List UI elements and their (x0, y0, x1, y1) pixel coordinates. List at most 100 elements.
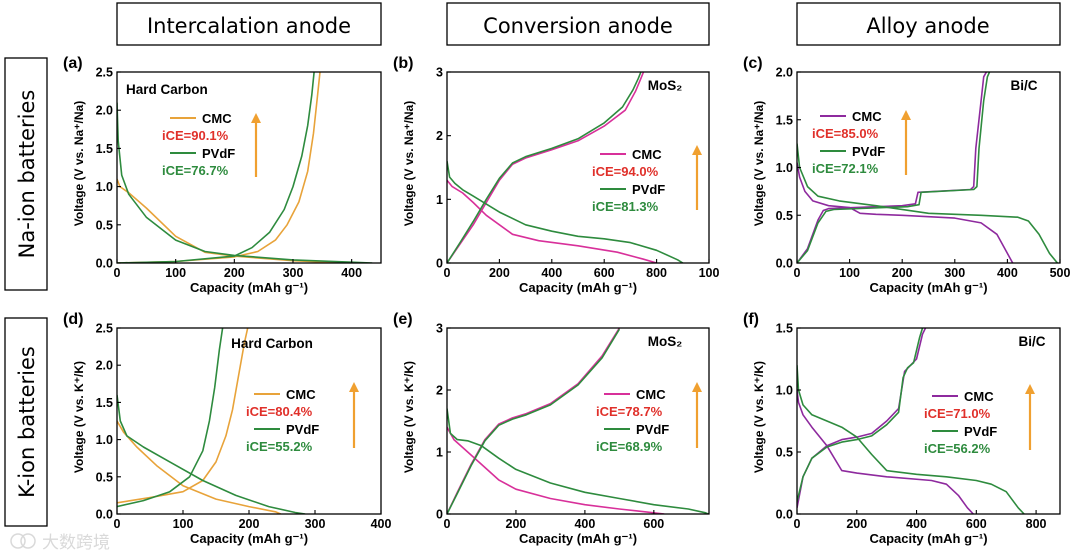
plot-frame (446, 327, 710, 515)
row-header-k-ion: K-ion batteries (4, 317, 48, 527)
y-tick-label: 2 (436, 129, 443, 143)
x-tick-label: 200 (239, 517, 260, 531)
legend-pvdf-ice: iCE=56.2% (924, 441, 991, 456)
panel-label: (d) (63, 311, 83, 328)
series-pvdf-discharge (797, 365, 1025, 514)
x-tick-label: 800 (646, 266, 667, 280)
panel-c: 0 100 200 300 400 500 0.0 0.5 1.0 1.5 2.0 Capacity … (743, 55, 1070, 295)
y-tick-label: 1.5 (776, 322, 793, 336)
legend-cmc-label: CMC (852, 109, 882, 124)
x-tick-label: 400 (574, 517, 595, 531)
x-tick-label: 200 (846, 517, 867, 531)
x-tick-label: 0 (114, 517, 121, 531)
x-tick-label: 400 (341, 266, 362, 280)
y-tick-label: 0 (436, 257, 443, 271)
x-axis-label: Capacity (mAh g⁻¹) (869, 531, 987, 546)
watermark: 大数跨境 (10, 533, 110, 552)
column-header-alloy: Alloy anode (796, 2, 1061, 46)
x-tick-label: 300 (305, 517, 326, 531)
legend-pvdf-ice: iCE=55.2% (246, 439, 313, 454)
legend-pvdf-label: PVdF (202, 146, 235, 161)
column-header-intercalation: Intercalation anode (116, 2, 382, 46)
legend-cmc-ice: iCE=94.0% (592, 164, 659, 179)
series-pvdf-discharge (117, 102, 373, 263)
legend-pvdf-label: PVdF (286, 422, 319, 437)
material-label: MoS₂ (648, 334, 683, 349)
series-cmc-charge (797, 328, 927, 508)
x-tick-label: 0 (444, 517, 451, 531)
x-tick-label: 200 (489, 266, 510, 280)
y-tick-label: 3 (436, 66, 443, 80)
improvement-arrow-icon (349, 382, 359, 448)
legend-cmc-ice: iCE=90.1% (162, 128, 229, 143)
y-tick-label: 0.0 (776, 257, 793, 271)
x-tick-label: 600 (594, 266, 615, 280)
y-axis-label: Voltage (V vs. K⁺/K) (402, 361, 416, 473)
x-tick-label: 600 (966, 517, 987, 531)
plot-frame (446, 71, 710, 264)
improvement-arrow-icon (692, 145, 702, 210)
watermark-logo-icon (10, 533, 26, 549)
material-label: Bi/C (1019, 334, 1046, 349)
y-tick-label: 2.5 (96, 66, 113, 80)
x-tick-label: 100 (699, 266, 720, 280)
row-header-na-ion: Na-ion batteries (4, 57, 48, 291)
series-cmc-charge (797, 72, 988, 263)
legend-cmc-label: CMC (202, 111, 232, 126)
series-pvdf-charge (117, 72, 315, 263)
x-tick-label: 0 (794, 266, 801, 280)
x-axis-label: Capacity (mAh g⁻¹) (519, 531, 637, 546)
y-tick-label: 1.5 (96, 142, 113, 156)
series-cmc-charge (447, 72, 645, 263)
x-tick-label: 400 (997, 266, 1018, 280)
x-tick-label: 0 (114, 266, 121, 280)
series-pvdf-charge (447, 72, 642, 263)
svg-text:Intercalation anode: Intercalation anode (147, 14, 351, 38)
series-cmc-discharge (797, 389, 974, 514)
y-tick-label: 2.0 (96, 359, 113, 373)
y-tick-label: 0.0 (96, 508, 113, 522)
legend-cmc-ice: iCE=78.7% (596, 404, 663, 419)
x-axis-label: Capacity (mAh g⁻¹) (869, 280, 987, 295)
svg-text:Alloy anode: Alloy anode (866, 14, 989, 38)
y-tick-label: 0.5 (96, 470, 113, 484)
x-tick-label: 500 (1050, 266, 1071, 280)
legend-cmc-ice: iCE=85.0% (812, 126, 879, 141)
series-pvdf-charge (797, 72, 991, 263)
y-tick-label: 1.0 (96, 180, 113, 194)
series-cmc-discharge (797, 162, 1014, 263)
legend: CMC iCE=80.4% PVdF iCE=55.2% (246, 387, 319, 454)
legend: CMC iCE=85.0% PVdF iCE=72.1% (812, 109, 885, 176)
y-axis-label: Voltage (V vs. K⁺/K) (752, 361, 766, 473)
panel-f: 0 200 400 600 800 0.0 0.5 1.0 1.5 Capacity (mAh g… (743, 311, 1061, 546)
y-tick-label: 0.5 (96, 218, 113, 232)
y-tick-label: 0.5 (776, 446, 793, 460)
y-axis-label: Voltage (V vs. Na⁺/Na) (72, 101, 86, 226)
column-header-conversion: Conversion anode (446, 2, 710, 46)
y-tick-label: 1.5 (776, 113, 793, 127)
series-cmc-charge (117, 328, 249, 504)
svg-text:Na-ion batteries: Na-ion batteries (15, 90, 39, 259)
y-tick-label: 2.0 (96, 104, 113, 118)
panel-label: (b) (393, 55, 413, 72)
y-tick-label: 1.5 (96, 396, 113, 410)
legend: CMC iCE=94.0% PVdF iCE=81.3% (592, 147, 665, 214)
x-tick-label: 400 (371, 517, 392, 531)
y-tick-label: 3 (436, 322, 443, 336)
improvement-arrow-icon (251, 113, 261, 177)
legend-cmc-ice: iCE=71.0% (924, 406, 991, 421)
x-tick-label: 400 (906, 517, 927, 531)
series-pvdf-charge (797, 328, 924, 502)
series-cmc-discharge (447, 426, 665, 514)
y-axis-label: Voltage (V vs. Na⁺/Na) (752, 101, 766, 226)
series-pvdf-discharge (447, 408, 709, 514)
legend-pvdf-ice: iCE=81.3% (592, 199, 659, 214)
panel-label: (a) (63, 55, 83, 72)
x-tick-label: 600 (643, 517, 664, 531)
x-tick-label: 800 (1026, 517, 1047, 531)
series-cmc-charge (447, 328, 621, 514)
series-pvdf-discharge (797, 143, 1059, 263)
panel-a: 0 100 200 300 400 0.0 0.5 1.0 1.5 2.0 2.5 Capacity … (63, 55, 382, 295)
